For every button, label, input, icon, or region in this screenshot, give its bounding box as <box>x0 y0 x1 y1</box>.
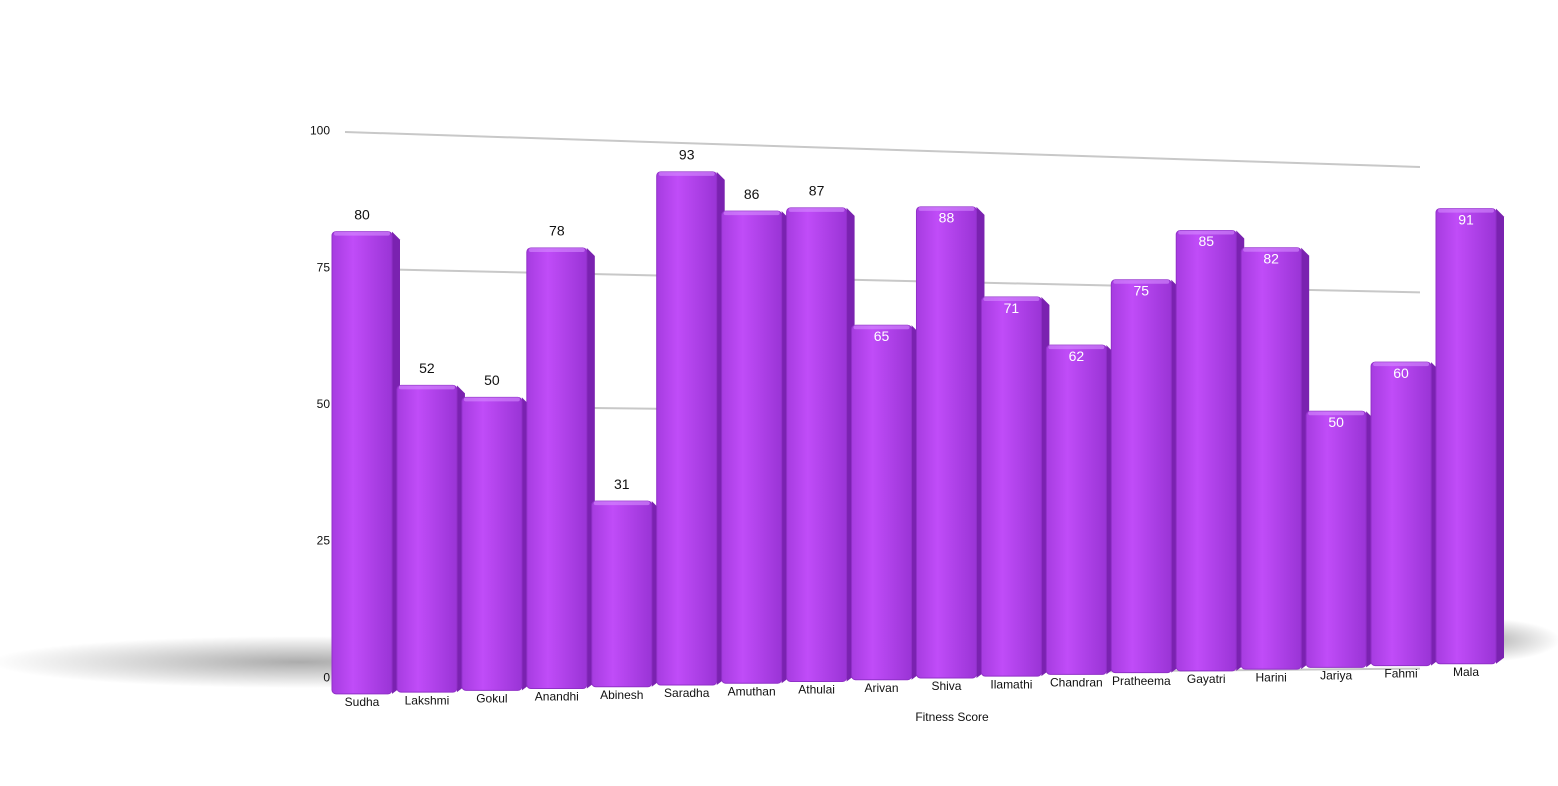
bar <box>1240 247 1302 670</box>
bar-top <box>1243 247 1300 252</box>
x-tick-label: Lakshmi <box>405 693 450 707</box>
x-tick-label: Fahmi <box>1384 667 1417 681</box>
grid-line <box>344 131 1421 168</box>
bar-top <box>1178 230 1235 235</box>
bar-top <box>658 171 715 176</box>
bar-top <box>463 397 520 402</box>
value-label: 80 <box>354 206 370 222</box>
x-tick-label: Anandhi <box>535 690 579 704</box>
y-tick-label: 0 <box>323 670 330 684</box>
bar-top <box>1048 345 1105 350</box>
bar <box>1305 410 1367 668</box>
value-label: 91 <box>1458 211 1474 227</box>
bar <box>980 296 1042 677</box>
x-tick-label: Mala <box>1453 665 1479 679</box>
value-label: 71 <box>1004 300 1020 316</box>
x-tick-label: Ilamathi <box>990 677 1032 691</box>
y-tick-label: 25 <box>317 534 331 548</box>
x-tick-label: Chandran <box>1050 676 1103 690</box>
x-tick-label: Saradha <box>664 686 710 700</box>
value-label: 75 <box>1134 283 1150 299</box>
value-label: 88 <box>939 210 955 226</box>
bar-top <box>788 207 845 212</box>
bar-top <box>398 385 455 390</box>
x-tick-label: Abinesh <box>600 688 643 702</box>
bar <box>721 210 783 684</box>
bar-side <box>1496 208 1504 664</box>
bar <box>851 324 913 681</box>
x-tick-label: Harini <box>1256 670 1287 684</box>
bar <box>526 247 588 690</box>
bar-top <box>853 325 910 330</box>
x-tick-label: Amuthan <box>728 684 776 698</box>
bar-top <box>334 231 390 236</box>
x-tick-label: Jariya <box>1320 669 1352 683</box>
x-tick-label: Shiva <box>931 679 961 693</box>
x-tick-label: Gokul <box>476 691 507 705</box>
bar <box>1435 208 1497 665</box>
bar-top <box>983 297 1040 302</box>
x-axis-label: Fitness Score <box>915 710 989 724</box>
x-tick-label: Athulai <box>798 683 835 697</box>
bar-top <box>1113 279 1170 284</box>
bar <box>1175 230 1237 672</box>
y-tick-label: 75 <box>317 260 331 274</box>
bar <box>786 207 848 682</box>
bar <box>396 384 458 693</box>
x-tick-label: Arivan <box>865 681 899 695</box>
y-tick-label: 50 <box>317 397 331 411</box>
bar-top <box>593 501 650 506</box>
x-tick-label: Pratheema <box>1112 674 1171 688</box>
bar-top <box>1373 362 1430 367</box>
x-tick-label: Gayatri <box>1187 672 1226 686</box>
bar <box>1370 361 1432 667</box>
value-label: 62 <box>1069 348 1085 364</box>
bar <box>915 206 977 679</box>
bar-top <box>1438 208 1494 213</box>
bar <box>461 396 523 691</box>
value-label: 50 <box>1328 414 1344 430</box>
bar-top <box>723 211 780 216</box>
value-label: 52 <box>419 360 435 376</box>
bar-top <box>528 247 585 252</box>
value-label: 65 <box>874 328 890 344</box>
bar <box>1110 279 1172 674</box>
bar-top <box>918 206 975 211</box>
value-label: 82 <box>1263 250 1279 266</box>
value-label: 85 <box>1198 233 1214 249</box>
bar <box>331 231 393 695</box>
bar <box>591 500 653 688</box>
value-label: 93 <box>679 147 695 163</box>
value-label: 50 <box>484 372 500 388</box>
value-label: 86 <box>744 186 760 202</box>
bar <box>1045 344 1107 675</box>
bar <box>656 171 718 686</box>
value-label: 60 <box>1393 365 1409 381</box>
y-tick-label: 100 <box>310 124 330 138</box>
bar-top <box>1308 411 1365 416</box>
value-label: 78 <box>549 223 565 239</box>
x-tick-label: Sudha <box>345 695 380 709</box>
value-label: 87 <box>809 183 825 199</box>
value-label: 31 <box>614 476 630 492</box>
